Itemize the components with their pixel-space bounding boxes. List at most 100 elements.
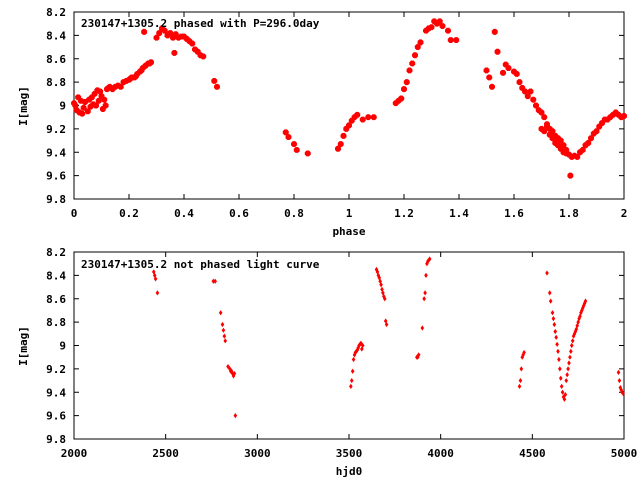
data-point	[619, 387, 624, 393]
data-point	[617, 377, 622, 384]
data-point	[211, 78, 218, 84]
data-point	[491, 28, 498, 35]
data-point	[398, 95, 405, 102]
data-point	[97, 88, 104, 95]
data-point	[569, 348, 573, 354]
x-tick-label: 2000	[61, 447, 88, 460]
data-point	[211, 278, 216, 284]
data-point	[566, 366, 570, 372]
data-point	[519, 366, 524, 372]
data-point	[522, 88, 528, 95]
data-point	[445, 27, 451, 34]
data-point	[189, 40, 196, 47]
data-point	[346, 122, 352, 129]
data-point	[616, 369, 621, 375]
data-point	[354, 111, 361, 118]
y-tick-label: 8.8	[46, 316, 66, 329]
data-point	[530, 96, 537, 103]
data-point	[226, 363, 230, 370]
data-point	[231, 373, 236, 379]
plot-title: 230147+1305.2 not phased light curve	[81, 258, 320, 271]
x-tick-label: 2	[621, 207, 628, 220]
data-point	[570, 338, 575, 344]
data-point	[524, 93, 531, 100]
data-point	[517, 383, 522, 390]
data-point	[356, 345, 360, 351]
data-point	[360, 346, 364, 352]
data-point	[547, 290, 552, 296]
x-tick-label: 0.4	[174, 207, 194, 220]
data-point	[359, 340, 363, 346]
data-point	[585, 139, 592, 146]
data-point	[167, 30, 174, 36]
x-tick-label: 0.8	[284, 207, 304, 220]
data-point	[583, 298, 588, 304]
data-point	[578, 313, 582, 319]
y-tick-label: 8.6	[46, 53, 66, 66]
data-point	[522, 349, 526, 356]
data-point	[567, 172, 574, 179]
x-tick-label: 5000	[611, 447, 638, 460]
data-point	[102, 102, 109, 109]
data-point	[379, 282, 383, 288]
x-tick-label: 1	[346, 207, 353, 220]
data-point	[403, 79, 410, 86]
data-point	[558, 375, 563, 381]
data-point	[350, 368, 355, 374]
x-axis-label: hjd0	[336, 465, 363, 478]
data-point	[621, 113, 627, 119]
data-point	[545, 270, 549, 276]
data-point	[553, 328, 558, 335]
data-point	[352, 352, 357, 358]
x-tick-label: 1.4	[449, 207, 469, 220]
y-tick-label: 8.8	[46, 76, 66, 89]
data-point	[93, 102, 99, 109]
data-point	[79, 110, 86, 117]
data-point	[378, 278, 382, 284]
data-points	[151, 256, 625, 419]
data-point	[494, 48, 501, 55]
data-point	[550, 310, 555, 316]
x-tick-label: 2500	[152, 447, 179, 460]
data-point	[541, 128, 548, 135]
data-point	[72, 102, 79, 109]
x-tick-labels: 0 0.2 0.4 0.6 0.8 1 1.2 1.4 1.6 1.8 2	[71, 12, 628, 220]
data-point	[621, 390, 625, 397]
data-point	[381, 290, 385, 296]
x-tick-label: 4500	[519, 447, 546, 460]
data-point	[95, 97, 102, 104]
data-point	[282, 129, 289, 136]
y-tick-label: 9	[59, 340, 66, 353]
data-point	[230, 370, 235, 377]
data-point	[337, 141, 344, 148]
data-point	[351, 356, 356, 363]
data-point	[161, 27, 168, 34]
y-axis-label: I[mag]	[17, 326, 30, 366]
data-point	[101, 96, 108, 103]
data-point	[117, 83, 124, 90]
data-point	[335, 145, 341, 152]
data-point	[213, 278, 217, 284]
data-point	[401, 86, 407, 93]
data-point	[556, 348, 560, 354]
data-point	[148, 59, 154, 66]
data-point	[293, 146, 300, 153]
x-tick-labels: 2000 2500 3000 3500 4000 4500 5000	[61, 252, 638, 460]
data-point	[417, 39, 424, 46]
data-point	[563, 391, 568, 398]
data-point	[562, 396, 567, 402]
data-point	[424, 272, 428, 278]
data-point	[214, 83, 220, 90]
data-point	[153, 34, 160, 41]
data-point	[377, 275, 382, 281]
data-point	[557, 137, 564, 144]
data-point	[151, 269, 156, 275]
x-tick-label: 0.2	[119, 207, 139, 220]
data-point	[579, 146, 586, 153]
data-point	[500, 69, 506, 76]
data-point	[559, 383, 564, 390]
data-point	[365, 114, 372, 121]
data-point	[552, 321, 557, 328]
y-tick-label: 9	[59, 100, 66, 113]
